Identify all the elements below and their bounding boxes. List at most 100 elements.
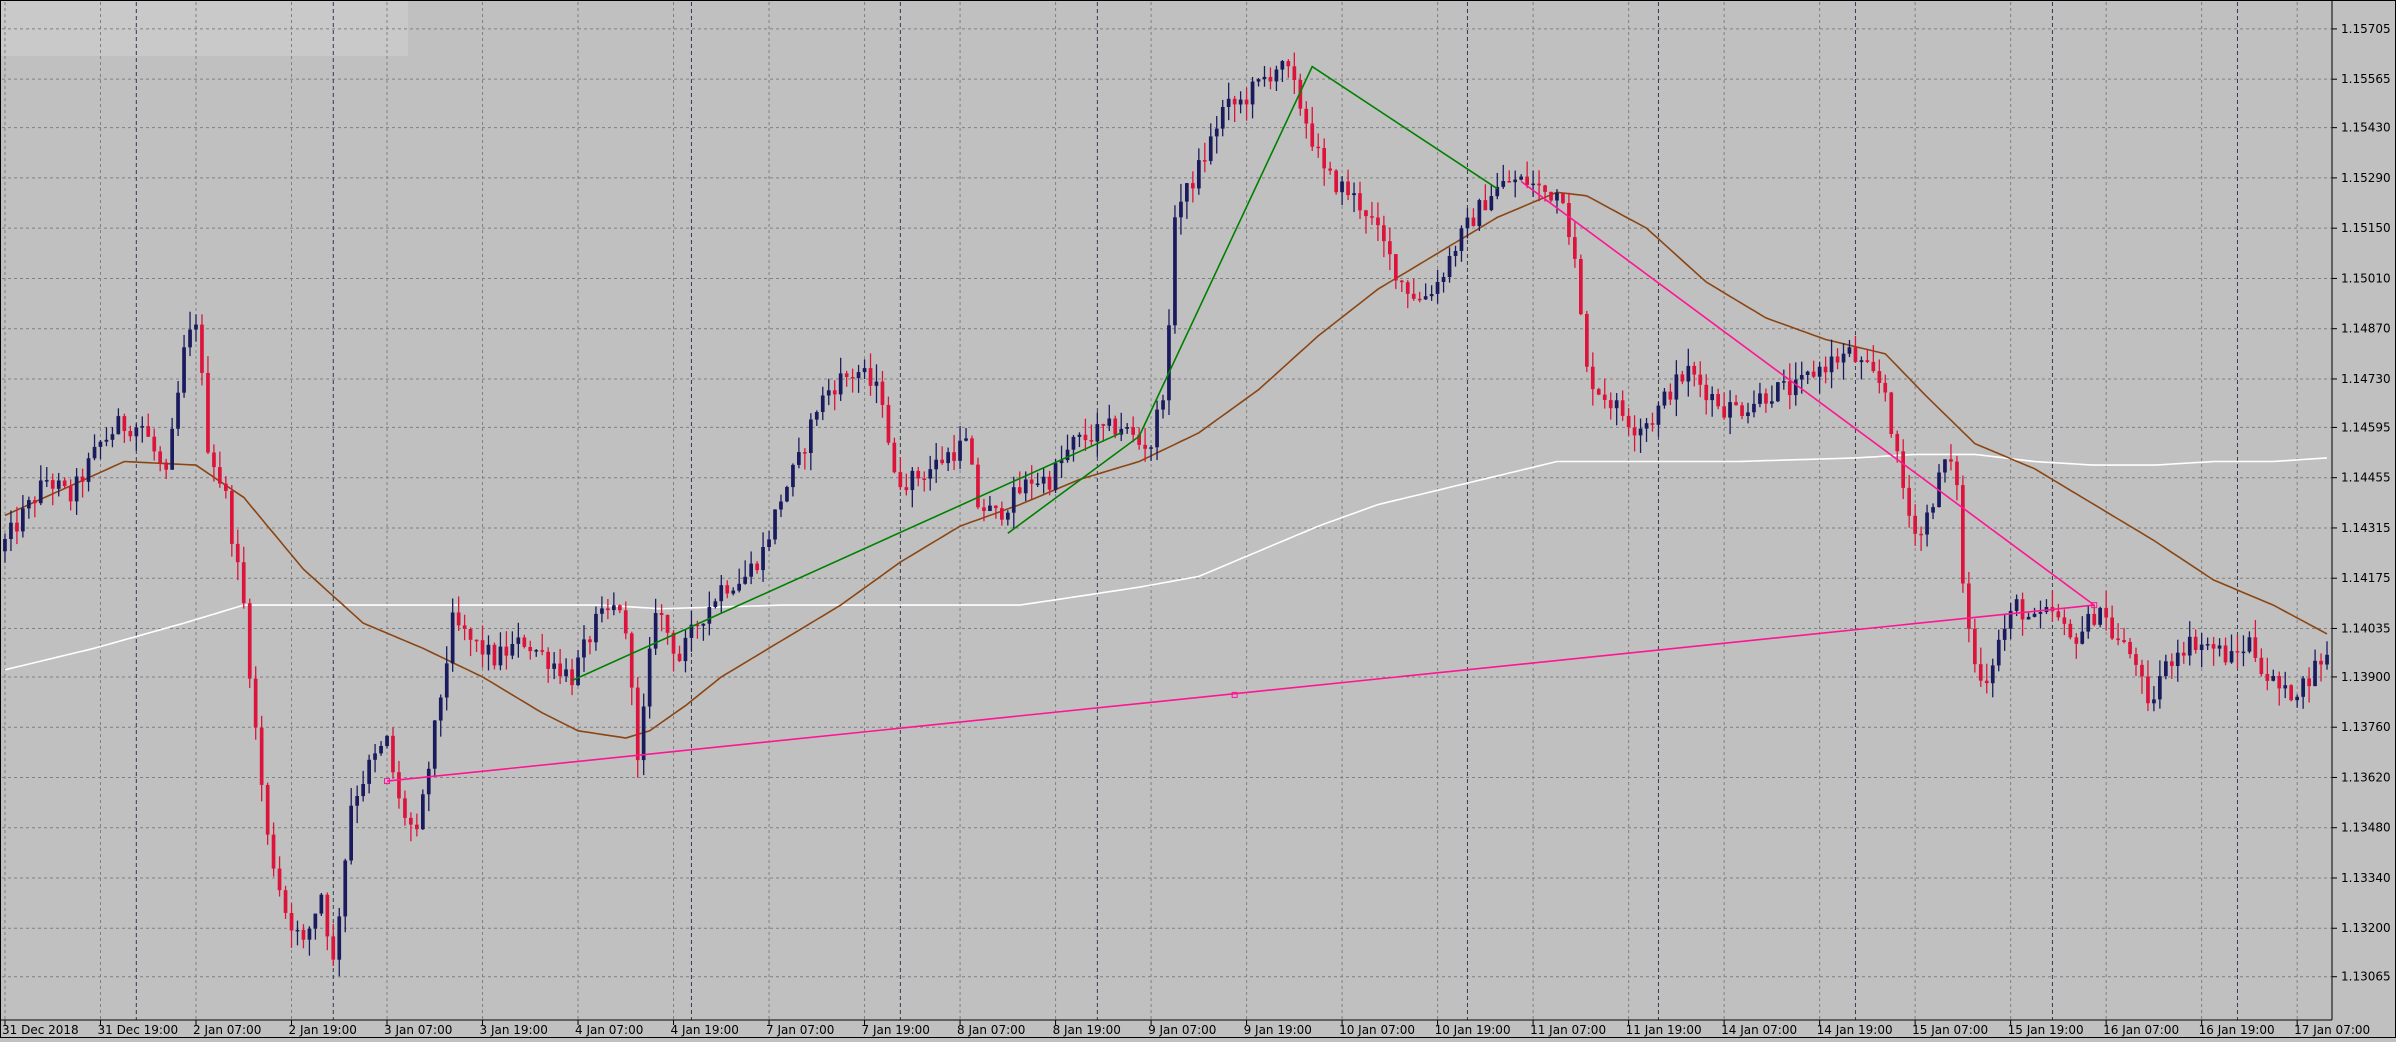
candle-body[interactable] (1011, 487, 1016, 513)
candle-body[interactable] (9, 522, 13, 539)
candle-body[interactable] (844, 373, 849, 377)
candle-body[interactable] (1883, 382, 1888, 393)
candle-body[interactable] (2134, 654, 2138, 665)
candle-body[interactable] (1352, 193, 1356, 196)
candle-body[interactable] (1006, 512, 1010, 520)
candle-body[interactable] (367, 759, 371, 784)
candle-body[interactable] (355, 796, 359, 806)
candle-body[interactable] (450, 612, 455, 664)
candle-body[interactable] (1202, 160, 1207, 162)
candle-body[interactable] (313, 913, 318, 929)
candle-body[interactable] (426, 768, 431, 795)
candle-body[interactable] (838, 373, 843, 395)
candle-body[interactable] (462, 625, 467, 629)
candle-body[interactable] (1364, 210, 1368, 217)
candle-body[interactable] (2301, 678, 2305, 697)
candle-body[interactable] (868, 368, 873, 386)
candle-body[interactable] (886, 405, 891, 443)
candle-body[interactable] (988, 505, 992, 511)
candle-body[interactable] (1399, 280, 1404, 283)
candle-body[interactable] (928, 469, 933, 479)
candle-body[interactable] (1382, 225, 1386, 242)
candle-body[interactable] (373, 753, 377, 760)
candle-body[interactable] (2175, 652, 2180, 666)
candle-body[interactable] (1579, 259, 1583, 315)
candle-body[interactable] (301, 929, 306, 940)
candle-body[interactable] (1137, 434, 1141, 445)
candle-body[interactable] (2205, 644, 2210, 646)
candle-body[interactable] (606, 608, 610, 611)
candle-body[interactable] (1608, 400, 1613, 409)
candle-body[interactable] (689, 624, 694, 638)
candle-body[interactable] (1101, 424, 1106, 426)
trendline-anchor[interactable] (2091, 602, 2098, 609)
candle-body[interactable] (623, 610, 628, 634)
candle-body[interactable] (952, 452, 956, 461)
candle-body[interactable] (68, 486, 73, 502)
candle-body[interactable] (576, 657, 580, 686)
candle-body[interactable] (594, 613, 598, 643)
candle-body[interactable] (850, 377, 855, 379)
candles[interactable] (3, 52, 2329, 977)
candle-body[interactable] (1131, 427, 1135, 435)
candle-body[interactable] (564, 669, 568, 677)
candle-body[interactable] (2074, 637, 2079, 644)
candle-body[interactable] (194, 324, 198, 330)
candle-body[interactable] (874, 381, 879, 386)
candle-body[interactable] (1525, 176, 1529, 185)
candle-body[interactable] (1614, 400, 1619, 409)
candle-body[interactable] (2038, 612, 2043, 614)
candle-body[interactable] (803, 452, 807, 454)
candle-body[interactable] (2020, 599, 2025, 620)
candle-body[interactable] (2122, 640, 2126, 642)
candle-body[interactable] (38, 480, 43, 504)
candle-body[interactable] (1191, 183, 1195, 189)
candle-body[interactable] (1035, 483, 1040, 486)
candle-body[interactable] (1722, 406, 1726, 418)
candle-body[interactable] (319, 894, 324, 914)
candle-body[interactable] (241, 562, 246, 604)
candle-body[interactable] (1065, 449, 1070, 461)
candle-body[interactable] (2199, 644, 2204, 650)
candle-body[interactable] (1405, 282, 1410, 294)
candle-body[interactable] (1017, 487, 1022, 494)
candle-body[interactable] (1823, 366, 1828, 373)
trendlines[interactable] (384, 65, 2098, 785)
candle-body[interactable] (1984, 680, 1989, 684)
trendline[interactable] (1007, 65, 1498, 534)
candle-body[interactable] (403, 798, 407, 818)
candle-body[interactable] (283, 890, 288, 913)
candle-body[interactable] (1853, 347, 1858, 363)
candle-body[interactable] (343, 860, 348, 917)
candle-body[interactable] (1423, 296, 1428, 300)
candle-body[interactable] (647, 648, 652, 707)
candle-body[interactable] (1967, 583, 1971, 629)
candle-body[interactable] (1280, 61, 1285, 70)
candle-body[interactable] (1274, 69, 1279, 82)
candle-body[interactable] (2247, 637, 2252, 652)
candle-body[interactable] (2146, 676, 2150, 704)
candle-body[interactable] (958, 440, 962, 461)
candle-body[interactable] (1089, 440, 1094, 442)
candle-body[interactable] (247, 603, 252, 679)
candle-body[interactable] (2217, 645, 2222, 649)
trendline[interactable] (1520, 180, 2095, 606)
candle-body[interactable] (1411, 293, 1416, 299)
candle-body[interactable] (1304, 108, 1309, 124)
candle-body[interactable] (1459, 228, 1464, 251)
candle-body[interactable] (259, 727, 264, 785)
candle-body[interactable] (862, 368, 867, 373)
candle-body[interactable] (409, 817, 413, 825)
candle-body[interactable] (701, 623, 706, 626)
candle-body[interactable] (743, 576, 747, 584)
candle-body[interactable] (62, 480, 67, 487)
candle-body[interactable] (1340, 181, 1344, 193)
candle-body[interactable] (600, 608, 604, 614)
candle-body[interactable] (1185, 183, 1189, 202)
candle-body[interactable] (2104, 607, 2108, 618)
candle-body[interactable] (1561, 192, 1565, 204)
candle-body[interactable] (1585, 314, 1589, 367)
candle-body[interactable] (1680, 374, 1685, 382)
candle-body[interactable] (761, 547, 765, 571)
candle-body[interactable] (1811, 371, 1816, 377)
